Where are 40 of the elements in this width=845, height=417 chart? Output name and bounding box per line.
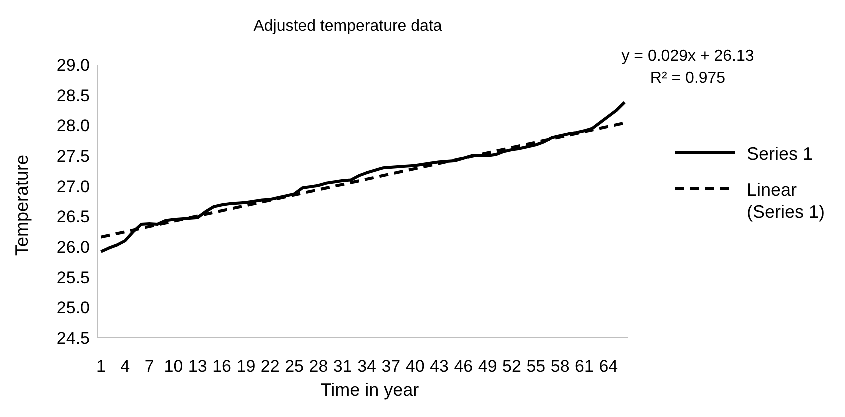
x-tick-label: 16 [212,357,232,376]
legend-label: Series 1 [747,143,814,165]
y-tick-label: 24.5 [56,329,90,348]
x-tick-label: 40 [406,357,425,376]
x-tick-label: 46 [454,357,474,376]
x-tick-label: 34 [358,357,376,376]
y-axis-title: Temperature [12,154,34,256]
x-tick-label: 10 [164,357,184,376]
y-tick-label: 27.5 [56,147,90,166]
y-tick-label: 27.0 [56,177,90,196]
annotation: y = 0.029x + 26.13 [620,47,756,67]
y-tick-label: 28.0 [56,116,90,136]
x-axis-title: Time in year [320,380,420,401]
line-series [100,101,626,254]
x-tick-label: 7 [144,357,154,376]
x-tick-label: 49 [478,357,498,376]
y-tick-label: 26.0 [56,238,90,258]
y-tick-label: 29.0 [56,56,90,76]
x-tick-label: 4 [120,357,130,376]
x-tick-label: 1 [96,357,106,376]
text: R² = 0.975 [649,69,727,89]
y-tick-label: 25.0 [56,298,90,318]
x-tick-label: 43 [430,357,449,376]
x-tick-label: 61 [575,357,594,376]
y-tick-label: 25.5 [56,268,90,288]
x-tick-label: 55 [526,357,546,376]
x-tick-label: 31 [333,357,352,376]
x-tick-label: 22 [260,357,280,376]
x-tick-label: 58 [550,357,570,376]
legend-label: Linear (Series 1) [747,179,826,223]
y-tick-label: 26.5 [56,208,90,227]
x-tick-label: 52 [502,357,522,376]
x-tick-label: 25 [285,357,304,376]
x-tick-label: 19 [236,357,256,376]
x-tick-label: 37 [382,357,401,376]
x-tick-label: 64 [599,357,618,376]
x-tick-label: 28 [309,357,328,376]
x-tick-label: 13 [188,357,208,376]
chart-title: Adjusted temperature data [252,18,444,36]
y-tick-label: 28.5 [56,86,90,106]
